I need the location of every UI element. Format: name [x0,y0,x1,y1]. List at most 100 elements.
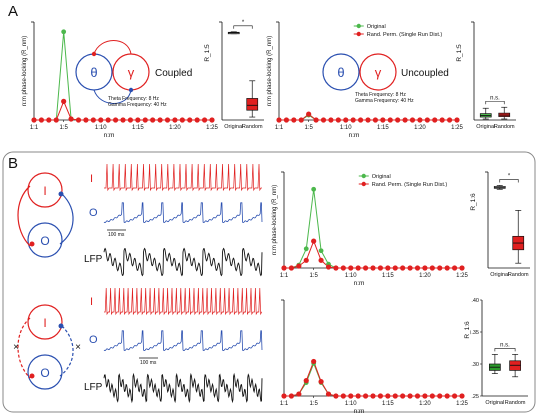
y-axis-label: R_1:5 [204,44,211,62]
data-point-permuted [362,265,369,271]
data-point-permuted [291,117,297,123]
interneuron-trace-bottom [104,287,263,316]
excitatory-path [59,193,74,245]
data-point-permuted [90,117,96,123]
data-point-permuted [288,393,295,399]
x-tick-label: 1:15 [382,273,394,279]
scale-bar-label-bottom: 100 ms [140,360,157,366]
data-point-permuted [303,257,309,263]
legend-entry: Rand. Perm. (Single Run Dist.) [372,182,448,188]
data-point-permuted [407,265,413,271]
charts: 1:1 1:5 1:10 1:15 1:20 1:25 n:m n:m phase-locki… [22,20,530,415]
data-point-permuted [320,117,327,123]
data-point-permuted [201,117,208,123]
legend-entry: Original [372,174,391,180]
inhibitory-path-cut [17,317,31,379]
data-point-permuted [459,265,465,271]
x-tick-label: 1:15 [377,125,389,131]
category-label: Original [224,124,243,130]
legend-entry: Original [367,24,386,30]
lfp-trace-top [103,247,263,277]
data-point-permuted [385,393,391,399]
x-tick-label: 1:20 [169,125,181,131]
x-tick-label: 1:20 [414,125,426,131]
cut-mark-left: × [13,342,19,353]
scale-bar-label-top: 100 ms [108,232,125,238]
synapse-dot [91,51,97,57]
data-point-permuted [424,117,430,123]
category-label: Random [494,124,515,130]
x-tick-label: 1:10 [345,273,357,279]
synapse-dot [128,87,134,93]
y-axis-label: n:m phase-locking (R_nm) [272,185,278,255]
data-point-permuted [377,393,384,399]
x-tick-label: 1:25 [451,125,463,131]
x-axis-label: n:m [349,132,360,139]
data-point-permuted [395,117,401,123]
significance-label: n.s. [500,342,510,348]
x-tick-label: 1:5 [59,125,68,131]
data-point-permuted [306,111,312,117]
data-point-permuted [142,117,148,123]
data-point-permuted [432,117,438,123]
data-point-permuted [365,117,371,123]
x-tick-label: 1:1 [280,401,289,407]
pyramidal-label: O [40,234,49,248]
data-point-permuted [400,393,406,399]
data-point-permuted [340,393,346,399]
data-point-permuted [362,393,369,399]
a-coupled-lines: 1:1 1:5 1:10 1:15 1:20 1:25 n:m n:m phase-locki… [22,21,218,139]
data-point-permuted [451,393,458,399]
data-point-permuted [348,265,354,271]
data-point-original [61,29,67,35]
pyramidal-circle [27,354,63,390]
x-axis-label: n:m [104,132,115,139]
y-tick-label: .30 [471,362,479,368]
legend-entry: Rand. Perm. (Single Run Dist.) [367,32,443,38]
significance-label: n.s. [490,95,500,101]
data-point-permuted [325,264,332,270]
data-point-permuted [333,393,339,399]
data-point-permuted [392,393,398,399]
data-point-original [311,186,317,192]
trace-label-lfp-top: LFP [84,254,103,265]
gamma-label: γ [375,65,382,80]
data-point-permuted [276,117,282,123]
gamma-frequency-label: Gamma Frequency: 40 Hz [108,102,167,108]
data-point-original [303,246,309,252]
data-point-permuted [313,117,319,123]
pyramidal-circle [27,222,63,258]
y-axis-label: n:m phase-locking (R_nm) [22,36,28,106]
cut-mark-right: × [75,342,81,353]
data-point-permuted [377,265,384,271]
a-uncoupled-lines: 1:1 1:5 1:10 1:15 1:20 1:25 n:m n:m phase-locki… [267,21,463,139]
x-tick-label: 1:1 [30,125,39,131]
data-point-permuted [53,117,59,123]
data-point-permuted [187,117,193,123]
data-point-permuted [370,393,376,399]
x-tick-label: 1:5 [304,125,313,131]
x-tick-label: 1:20 [419,273,431,279]
data-point-permuted [46,117,52,123]
data-point-permuted [343,117,349,123]
circuit-top: I O [17,172,74,258]
x-tick-label: 1:1 [280,273,289,279]
data-point-permuted [172,117,178,123]
theta-frequency-label: Theta Frequency: 8 Hz [108,96,159,102]
data-point-permuted [61,98,67,104]
coupled-diagram: θ γ Coupled Theta Frequency: 8 Hz Gamma … [75,40,192,108]
interneuron-label: I [43,184,46,198]
data-point-permuted [446,117,453,123]
data-point-permuted [355,393,361,399]
x-tick-label: 1:1 [275,125,284,131]
pyramidal-trace-bottom [103,330,263,352]
legend-marker [356,23,361,29]
data-point-permuted [348,393,354,399]
data-point-permuted [296,263,302,269]
category-label: Random [508,272,529,278]
pyramidal-label: O [40,366,49,380]
data-point-permuted [454,117,460,123]
data-point-permuted [127,117,134,123]
data-point-permuted [429,393,435,399]
